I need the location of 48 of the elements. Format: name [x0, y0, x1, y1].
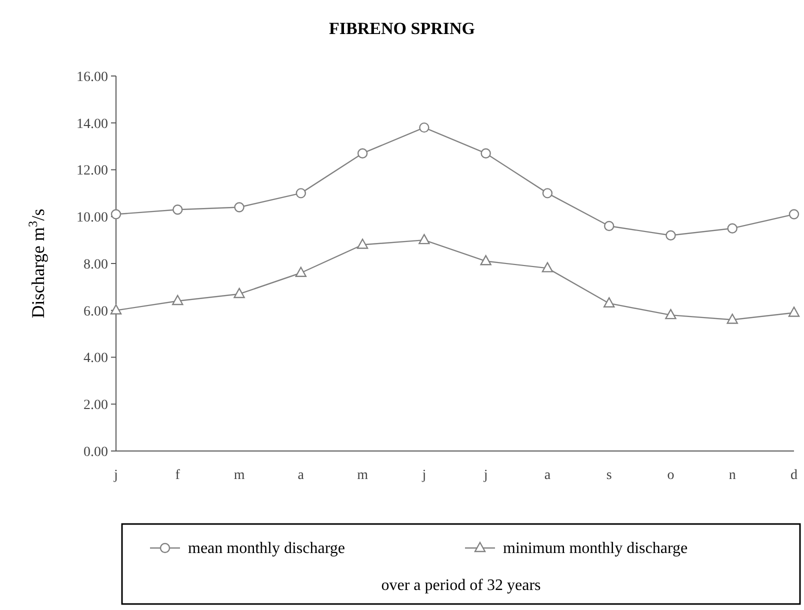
x-tick-label: s	[606, 468, 612, 483]
point	[418, 234, 430, 244]
legend-label: mean monthly discharge	[188, 540, 345, 557]
point	[726, 314, 738, 324]
y-tick-label: 2.00	[84, 398, 108, 414]
point	[788, 306, 800, 317]
point	[542, 188, 553, 198]
y-tick-label: 10.00	[76, 210, 108, 226]
y-tick-label: 6.00	[84, 304, 108, 320]
y-tick-label: 12.00	[76, 164, 108, 179]
point	[604, 220, 614, 232]
point	[172, 204, 183, 215]
point	[666, 230, 676, 240]
x-tick-label: j	[421, 468, 426, 483]
point	[603, 297, 615, 308]
point	[357, 148, 368, 158]
x-tick-label: j	[482, 468, 488, 483]
x-tick-label: a	[544, 468, 552, 483]
y-tick-label: 16.00	[76, 70, 108, 85]
point	[542, 262, 554, 272]
point	[234, 288, 245, 298]
chart-title: FIBRENO SPRING	[329, 19, 475, 38]
y-tick-label: 8.00	[84, 257, 108, 272]
y-tick-label: 4.00	[84, 351, 108, 366]
point	[480, 255, 492, 266]
x-tick-label: a	[298, 468, 305, 483]
point	[419, 122, 430, 133]
point	[110, 209, 122, 220]
legend-label: minimum monthly discharge	[503, 540, 688, 557]
x-tick-label: m	[234, 468, 245, 483]
text: over a period of 32 years	[381, 577, 541, 594]
point	[788, 209, 800, 220]
x-tick-label: f	[175, 468, 180, 483]
point	[295, 266, 307, 277]
point	[727, 223, 738, 234]
point	[665, 308, 676, 320]
y-tick-label: 0.00	[84, 444, 108, 460]
x-tick-label: j	[113, 468, 118, 483]
point	[172, 294, 184, 306]
x-tick-label: d	[790, 468, 798, 483]
x-tick-label: m	[357, 468, 368, 483]
point	[296, 188, 306, 198]
x-tick-label: o	[667, 468, 674, 483]
y-tick-label: 14.00	[76, 116, 108, 132]
x-tick-label: n	[728, 468, 736, 483]
point	[356, 238, 368, 249]
point	[480, 148, 491, 158]
point	[234, 202, 244, 212]
